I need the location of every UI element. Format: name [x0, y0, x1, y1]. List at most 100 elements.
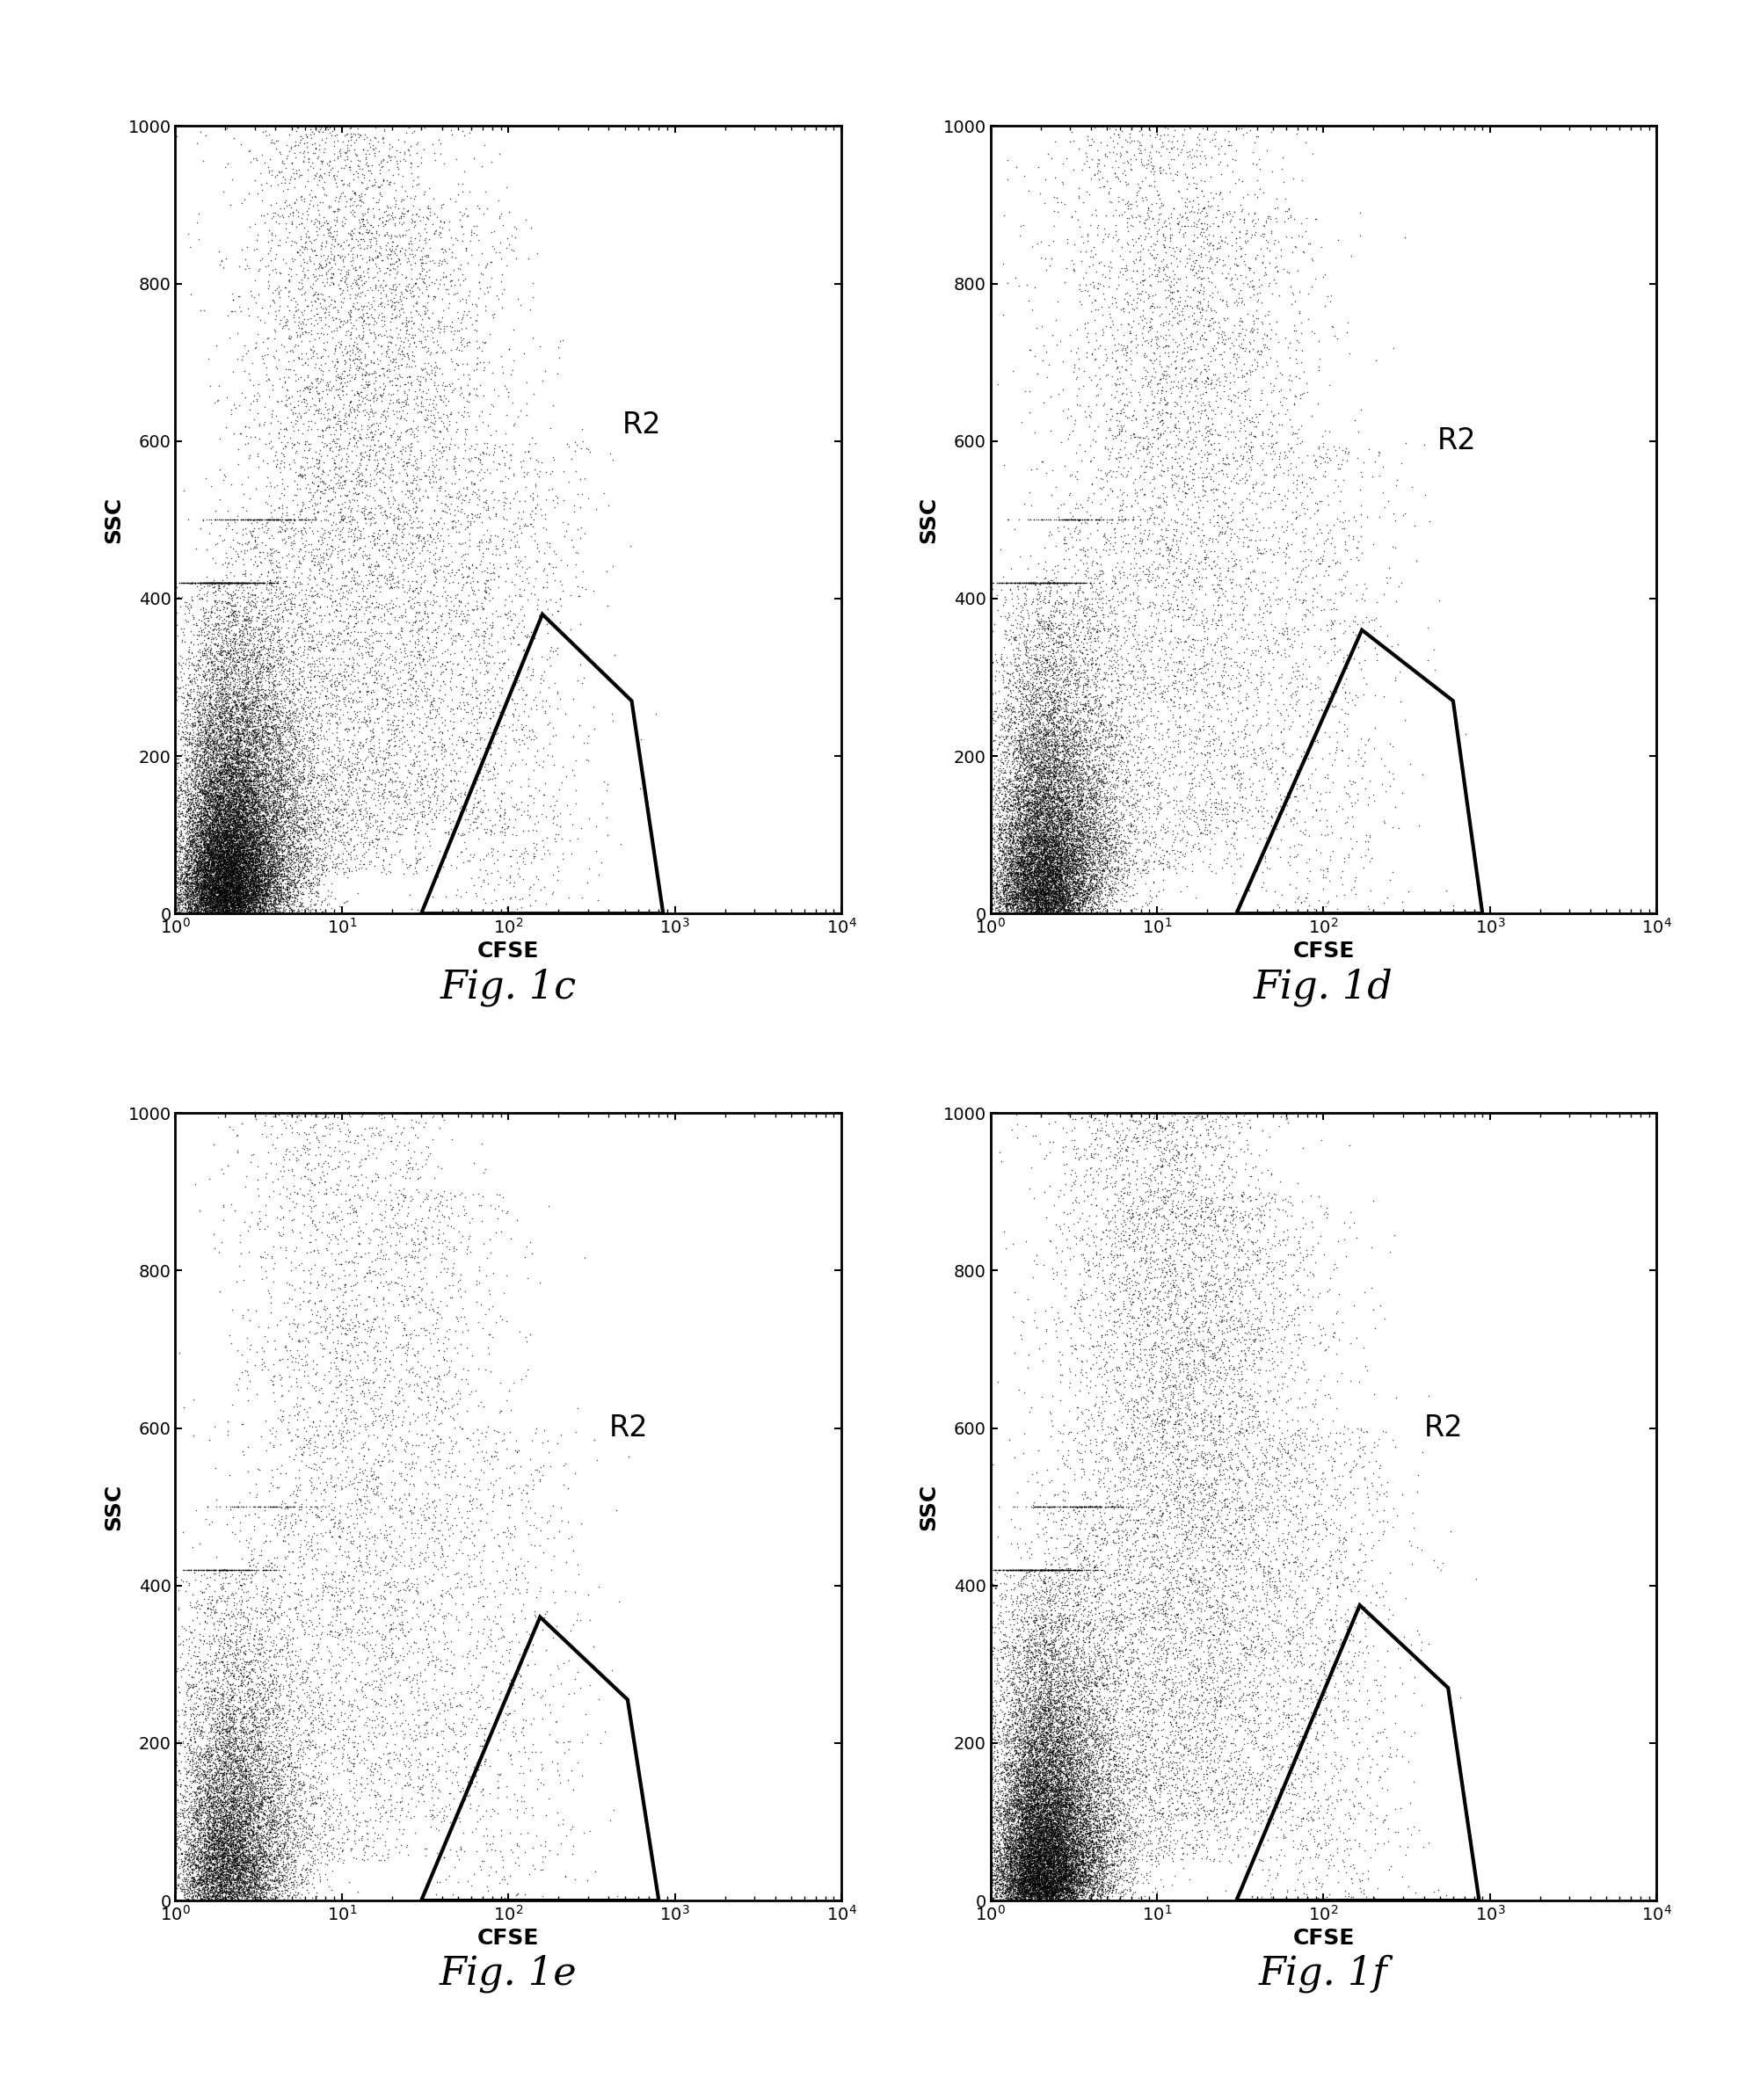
Point	[163, 888, 191, 922]
Point	[196, 783, 224, 817]
Point	[403, 1504, 431, 1537]
Point	[330, 886, 358, 920]
Point	[195, 605, 223, 638]
Point	[198, 884, 226, 918]
Point	[384, 1266, 412, 1300]
Point	[1054, 1791, 1082, 1825]
Point	[193, 1665, 221, 1699]
Point	[214, 1802, 242, 1835]
Point	[287, 1783, 316, 1816]
Point	[309, 281, 337, 315]
Point	[224, 808, 252, 842]
Point	[990, 771, 1018, 804]
Point	[303, 468, 331, 502]
Point	[195, 874, 223, 907]
Point	[216, 1829, 244, 1863]
Point	[1040, 781, 1068, 815]
Point	[987, 1762, 1015, 1795]
Point	[242, 643, 270, 676]
Point	[1047, 662, 1075, 695]
Point	[275, 819, 303, 853]
Point	[217, 808, 245, 842]
Point	[1034, 567, 1062, 601]
Point	[1011, 693, 1040, 727]
Point	[1066, 1745, 1094, 1779]
Point	[1183, 1208, 1211, 1241]
Point	[235, 796, 263, 830]
Point	[1050, 825, 1078, 859]
Point	[1004, 1875, 1033, 1909]
Point	[1194, 384, 1222, 418]
Point	[1343, 1762, 1371, 1795]
Point	[224, 817, 252, 850]
Point	[295, 624, 323, 657]
Point	[252, 1760, 280, 1793]
Point	[266, 745, 295, 779]
Point	[238, 846, 266, 880]
Point	[207, 857, 235, 890]
Point	[235, 1554, 263, 1588]
Point	[535, 1436, 563, 1470]
Point	[238, 838, 266, 871]
Point	[209, 834, 237, 867]
Point	[1024, 892, 1052, 926]
Point	[235, 1844, 263, 1877]
Point	[1010, 1766, 1038, 1800]
Point	[1255, 580, 1283, 613]
Point	[238, 720, 266, 754]
Point	[210, 1749, 238, 1783]
Point	[259, 1796, 287, 1829]
Point	[316, 1260, 344, 1294]
Point	[223, 745, 251, 779]
Point	[324, 294, 352, 328]
Point	[221, 1743, 249, 1777]
Point	[161, 871, 189, 905]
Point	[202, 764, 230, 798]
Point	[1222, 876, 1250, 909]
Point	[214, 1554, 242, 1588]
Point	[1248, 1487, 1276, 1520]
Point	[228, 724, 256, 758]
Point	[1029, 880, 1057, 913]
Point	[226, 1718, 254, 1751]
Point	[196, 1554, 224, 1588]
Point	[1076, 1254, 1104, 1287]
Point	[202, 825, 230, 859]
Point	[1010, 790, 1038, 823]
Point	[997, 859, 1026, 892]
Point	[433, 1573, 461, 1606]
Point	[254, 1768, 282, 1802]
Point	[1017, 1770, 1045, 1804]
Point	[161, 817, 189, 850]
Point	[203, 1858, 231, 1892]
Point	[994, 886, 1022, 920]
Point	[1018, 748, 1047, 781]
Point	[217, 754, 245, 788]
Point	[177, 808, 205, 842]
Point	[1071, 1474, 1099, 1508]
Point	[198, 859, 226, 892]
Point	[268, 166, 296, 199]
Point	[316, 470, 344, 504]
Point	[1111, 1823, 1139, 1856]
Point	[256, 779, 284, 813]
Point	[1003, 871, 1031, 905]
Point	[266, 1726, 295, 1760]
Point	[1048, 1787, 1076, 1821]
Point	[226, 1827, 254, 1861]
Point	[451, 1833, 479, 1867]
Point	[240, 588, 268, 622]
Point	[1345, 416, 1373, 449]
Point	[1038, 886, 1066, 920]
Point	[170, 844, 198, 878]
Point	[1047, 1810, 1075, 1844]
Point	[221, 1772, 249, 1806]
Point	[337, 504, 365, 538]
Point	[1008, 1720, 1036, 1753]
Point	[221, 836, 249, 869]
Point	[244, 848, 272, 882]
Point	[226, 1823, 254, 1856]
Point	[1180, 1180, 1208, 1214]
Point	[983, 699, 1011, 733]
Point	[230, 1850, 258, 1884]
